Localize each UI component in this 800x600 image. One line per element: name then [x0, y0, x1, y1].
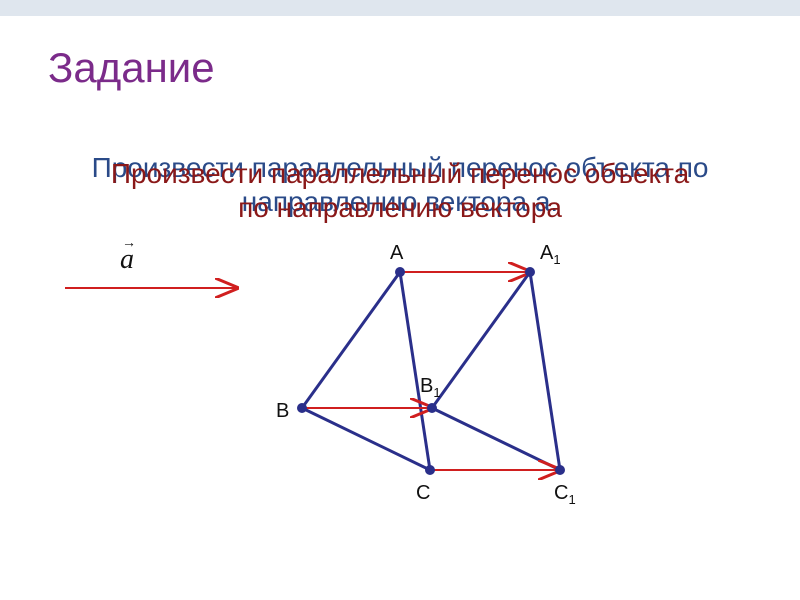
vertices	[297, 267, 565, 475]
geometry-diagram	[0, 0, 800, 600]
label-C1: C1	[554, 482, 576, 507]
triangle-edges	[302, 272, 560, 470]
translation-arrows	[302, 272, 560, 470]
label-A: A	[390, 242, 403, 265]
label-B: B	[276, 400, 289, 423]
slide: Задание Произвести параллельный перенос …	[0, 0, 800, 600]
label-A1: A1	[540, 242, 561, 267]
label-B1: B1	[420, 375, 441, 400]
label-C: C	[416, 482, 430, 505]
